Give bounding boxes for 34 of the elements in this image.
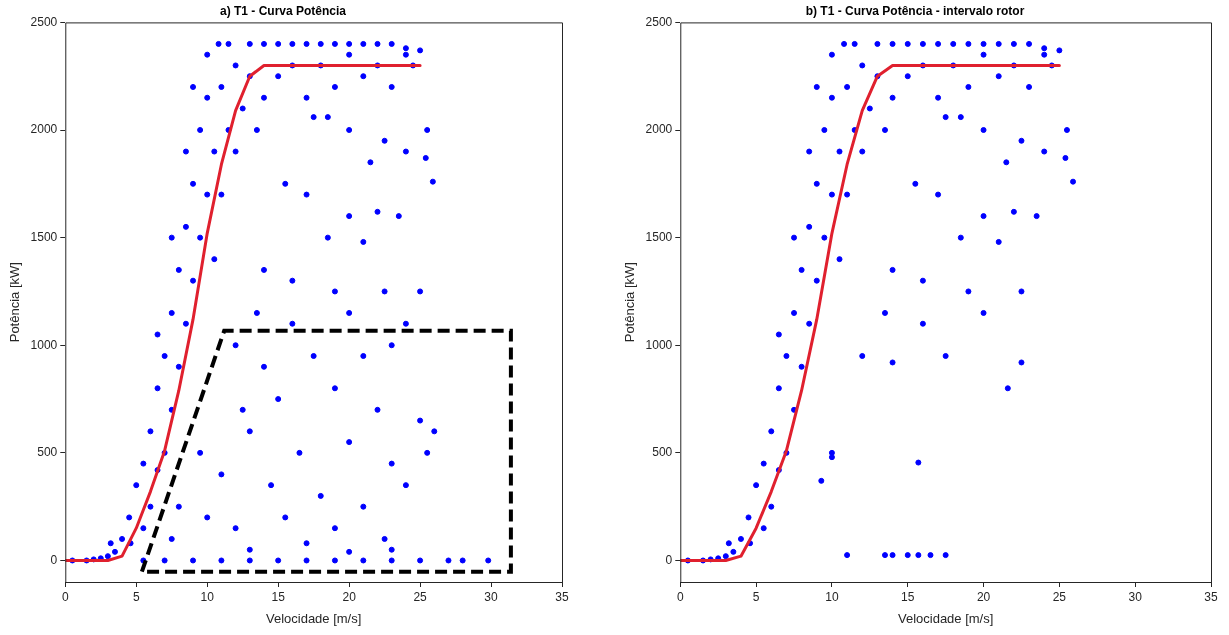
chart-title: b) T1 - Curva Potência - intervalo rotor — [805, 3, 1025, 18]
x-tick-label: 25 — [413, 589, 428, 604]
y-tick-label: 500 — [37, 445, 58, 460]
y-tick-label: 1500 — [645, 229, 673, 244]
y-tick-label: 2500 — [645, 14, 673, 29]
x-tick-label: 15 — [271, 589, 286, 604]
y-tick-label: 1000 — [30, 337, 58, 352]
y-tick-label: 0 — [665, 552, 673, 567]
x-axis-title: Velocidade [m/s] — [897, 610, 994, 626]
x-tick-label: 25 — [1052, 589, 1067, 604]
x-tick-label: 30 — [484, 589, 499, 604]
y-tick-label: 1000 — [645, 337, 673, 352]
x-tick-label: 35 — [555, 589, 569, 604]
y-tick-label: 2000 — [645, 122, 673, 137]
x-tick-label: 35 — [1204, 589, 1218, 604]
x-tick-label: 5 — [132, 589, 140, 604]
x-tick-label: 10 — [825, 589, 839, 604]
y-axis-title: Potência [kW] — [622, 262, 638, 343]
x-axis-title: Velocidade [m/s] — [265, 610, 362, 626]
x-tick-label: 0 — [61, 589, 69, 604]
y-axis-title: Potência [kW] — [7, 262, 23, 343]
y-tick-label: 2500 — [30, 14, 58, 29]
x-tick-label: 20 — [976, 589, 991, 604]
y-tick-label: 2000 — [30, 122, 58, 137]
x-tick-label: 0 — [676, 589, 684, 604]
x-tick-label: 10 — [200, 589, 215, 604]
x-tick-label: 15 — [901, 589, 915, 604]
x-tick-label: 20 — [342, 589, 357, 604]
chart-title: a) T1 - Curva Potência — [219, 3, 347, 18]
x-tick-label: 30 — [1128, 589, 1143, 604]
y-tick-label: 0 — [50, 552, 58, 567]
y-tick-label: 500 — [652, 445, 673, 460]
y-tick-label: 1500 — [30, 229, 58, 244]
x-tick-label: 5 — [752, 589, 760, 604]
